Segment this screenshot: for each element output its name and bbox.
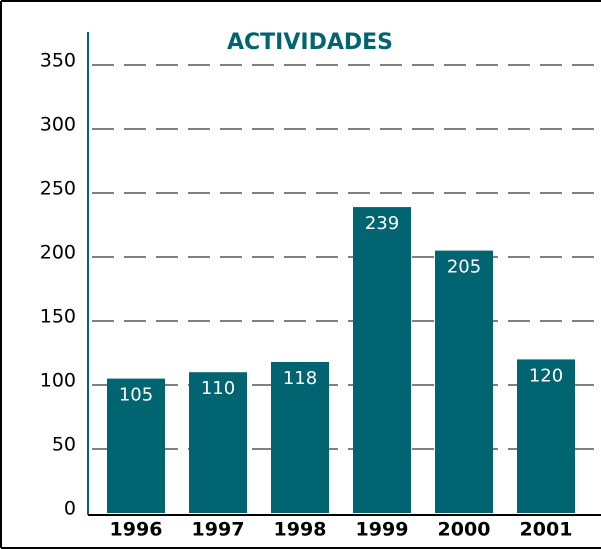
y-tick-label: 300 (40, 114, 76, 136)
x-tick-label: 2001 (520, 519, 573, 541)
y-tick-label: 200 (40, 242, 76, 264)
y-tick-label: 0 (64, 498, 76, 520)
x-tick-label: 2000 (438, 519, 491, 541)
y-tick-label: 50 (52, 434, 76, 456)
y-tick-label: 250 (40, 178, 76, 200)
y-tick-label: 150 (40, 306, 76, 328)
x-tick-label: 1999 (356, 519, 409, 541)
bar (435, 250, 493, 513)
bar (353, 207, 411, 513)
chart-title: ACTIVIDADES (227, 30, 393, 55)
value-label: 110 (201, 378, 235, 399)
x-tick-label: 1997 (192, 519, 245, 541)
bar (517, 359, 575, 513)
value-label: 120 (529, 365, 563, 386)
value-label: 205 (447, 257, 481, 278)
y-tick-label: 100 (40, 370, 76, 392)
bar (107, 378, 165, 513)
value-label: 118 (283, 368, 317, 389)
x-tick-label: 1998 (274, 519, 327, 541)
bar (189, 372, 247, 513)
value-label: 105 (119, 385, 153, 406)
value-label: 239 (365, 213, 399, 234)
bar (271, 361, 329, 513)
y-tick-label: 350 (40, 50, 76, 72)
x-tick-label: 1996 (110, 519, 163, 541)
